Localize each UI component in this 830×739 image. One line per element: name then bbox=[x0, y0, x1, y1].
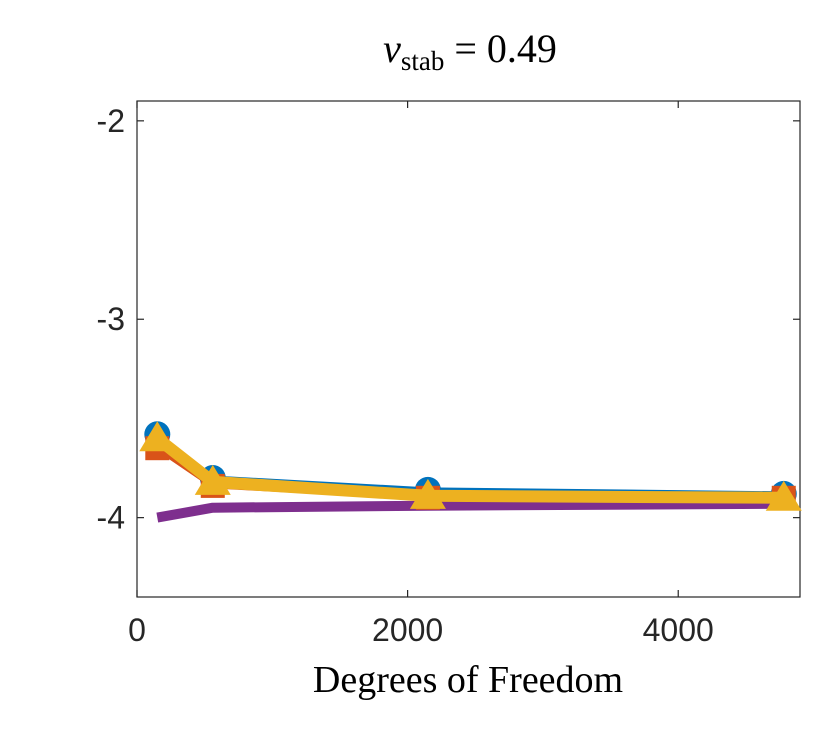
title-subscript: stab bbox=[401, 46, 445, 76]
title-rest: = 0.49 bbox=[444, 26, 557, 71]
title-symbol: ν bbox=[383, 26, 401, 71]
y-tick-label: -2 bbox=[97, 103, 125, 139]
series-0 bbox=[156, 498, 784, 523]
x-axis-label: Degrees of Freedom bbox=[313, 659, 623, 701]
series-line bbox=[156, 498, 784, 523]
chart-title: νstab = 0.49 bbox=[383, 26, 557, 76]
axis-ticks: 0 2000 4000 -2 -3 -4 bbox=[97, 101, 800, 648]
y-tick-label: -3 bbox=[97, 301, 125, 337]
y-tick-label: -4 bbox=[97, 500, 125, 536]
series-layer bbox=[139, 421, 802, 523]
x-tick-label: 0 bbox=[128, 612, 146, 648]
triangle-marker bbox=[194, 464, 231, 495]
triangle-marker bbox=[409, 478, 446, 509]
x-tick-label: 2000 bbox=[372, 612, 443, 648]
plot-area-frame bbox=[136, 100, 801, 598]
x-tick-label: 4000 bbox=[643, 612, 714, 648]
triangle-marker bbox=[139, 421, 176, 452]
triangle-marker bbox=[765, 480, 802, 511]
series-3 bbox=[139, 421, 802, 511]
series-line bbox=[153, 433, 784, 504]
